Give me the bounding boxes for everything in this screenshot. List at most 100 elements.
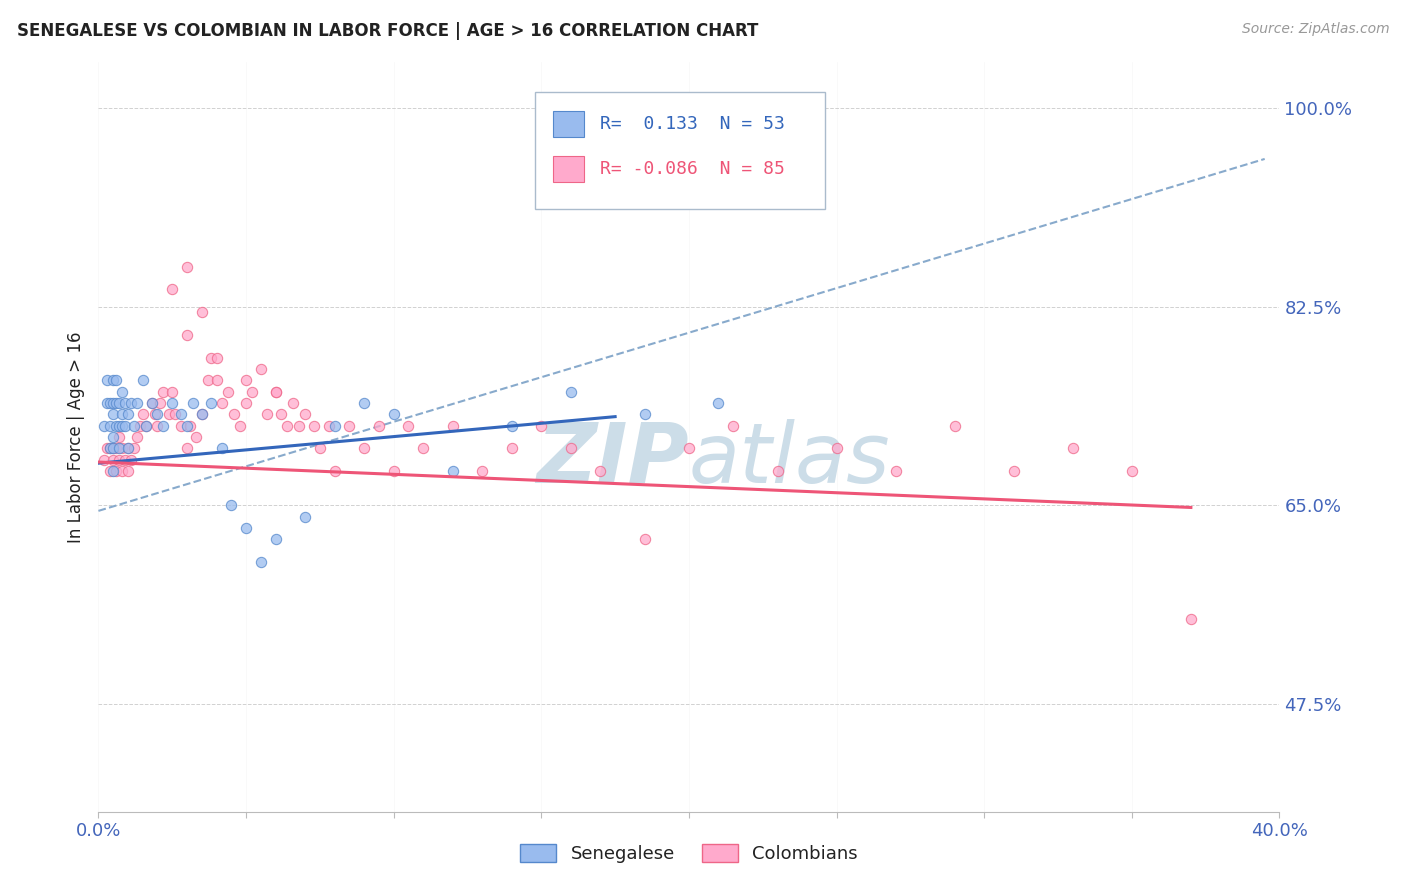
Point: [294, 408, 316, 422]
Point: [323, 464, 346, 478]
Point: [217, 384, 239, 399]
Point: [108, 452, 131, 467]
Point: [205, 373, 228, 387]
Point: [125, 396, 148, 410]
Point: [170, 408, 193, 422]
Point: [146, 408, 169, 422]
Point: [197, 373, 219, 387]
Point: [707, 396, 730, 410]
Point: [211, 396, 233, 410]
Point: [1002, 464, 1025, 478]
Point: [103, 373, 125, 387]
Point: [353, 396, 375, 410]
Point: [560, 442, 582, 456]
Point: [111, 384, 134, 399]
Text: SENEGALESE VS COLOMBIAN IN LABOR FORCE | AGE > 16 CORRELATION CHART: SENEGALESE VS COLOMBIAN IN LABOR FORCE |…: [17, 22, 758, 40]
Point: [143, 408, 166, 422]
Point: [114, 452, 136, 467]
Point: [339, 418, 361, 433]
Point: [120, 396, 142, 410]
Point: [276, 418, 298, 433]
Point: [98, 396, 121, 410]
Text: ZIP: ZIP: [536, 419, 689, 500]
Point: [117, 464, 139, 478]
Point: [105, 396, 128, 410]
Point: [111, 418, 134, 433]
Point: [264, 384, 287, 399]
Point: [120, 452, 142, 467]
Point: [191, 305, 214, 319]
Point: [122, 418, 145, 433]
Point: [96, 442, 118, 456]
Point: [229, 418, 252, 433]
Point: [96, 373, 118, 387]
Point: [1062, 442, 1084, 456]
Point: [235, 396, 257, 410]
Point: [111, 408, 134, 422]
Point: [235, 521, 257, 535]
Point: [176, 327, 198, 342]
Text: R= -0.086  N = 85: R= -0.086 N = 85: [600, 160, 785, 178]
Point: [256, 408, 278, 422]
Point: [884, 464, 907, 478]
Point: [264, 384, 287, 399]
Point: [176, 442, 198, 456]
Point: [157, 408, 180, 422]
Point: [117, 408, 139, 422]
Point: [200, 351, 222, 365]
Point: [98, 442, 121, 456]
Point: [103, 452, 125, 467]
Point: [105, 464, 128, 478]
Point: [162, 396, 183, 410]
Point: [103, 408, 125, 422]
Point: [270, 408, 292, 422]
Point: [283, 396, 305, 410]
Point: [132, 373, 155, 387]
Point: [114, 396, 136, 410]
Point: [471, 464, 494, 478]
Point: [264, 533, 287, 547]
Point: [108, 396, 131, 410]
Point: [111, 442, 134, 456]
Point: [98, 418, 121, 433]
Point: [353, 442, 375, 456]
Point: [309, 442, 332, 456]
Point: [96, 396, 118, 410]
Point: [766, 464, 789, 478]
Point: [501, 418, 523, 433]
Point: [441, 418, 464, 433]
Point: [589, 464, 612, 478]
Point: [135, 418, 157, 433]
Point: [105, 373, 128, 387]
Point: [176, 418, 198, 433]
Text: R=  0.133  N = 53: R= 0.133 N = 53: [600, 115, 785, 133]
Point: [318, 418, 340, 433]
Point: [368, 418, 391, 433]
Point: [205, 351, 228, 365]
Point: [221, 498, 243, 512]
Point: [111, 464, 134, 478]
Text: atlas: atlas: [689, 419, 890, 500]
Point: [98, 464, 121, 478]
Point: [103, 464, 125, 478]
Legend: Senegalese, Colombians: Senegalese, Colombians: [513, 837, 865, 870]
Point: [184, 430, 207, 444]
Text: Source: ZipAtlas.com: Source: ZipAtlas.com: [1241, 22, 1389, 37]
Point: [108, 430, 131, 444]
Point: [211, 442, 233, 456]
Point: [176, 260, 198, 274]
Point: [250, 555, 273, 569]
Point: [152, 418, 174, 433]
Point: [141, 396, 163, 410]
Point: [412, 442, 434, 456]
Point: [634, 408, 657, 422]
Point: [125, 430, 148, 444]
Point: [170, 418, 193, 433]
Point: [103, 442, 125, 456]
Point: [105, 418, 128, 433]
Point: [323, 418, 346, 433]
Point: [162, 384, 183, 399]
Point: [103, 396, 125, 410]
Point: [105, 442, 128, 456]
Point: [191, 408, 214, 422]
